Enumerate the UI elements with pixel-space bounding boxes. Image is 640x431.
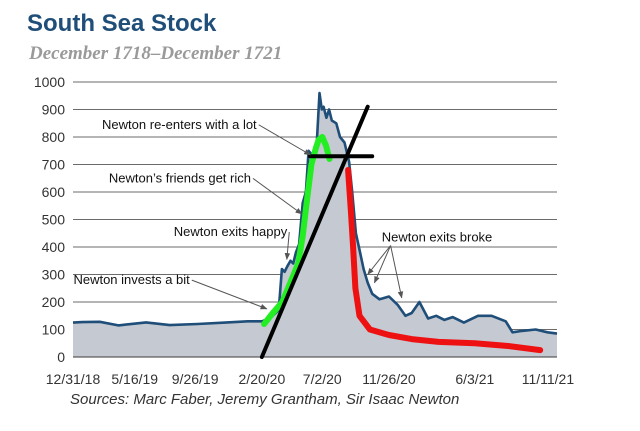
y-tick-label-1000: 1000 — [34, 74, 65, 90]
y-tick-label-900: 900 — [42, 102, 66, 118]
x-tick-label-0: 12/31/18 — [46, 371, 101, 387]
annotation-arrow-2-0 — [284, 231, 291, 261]
annotation-label-1: Newton’s friends get rich — [109, 170, 251, 185]
series-area — [73, 93, 557, 357]
chart-source: Sources: Marc Faber, Jeremy Grantham, Si… — [70, 391, 460, 408]
x-tick-label-4: 7/2/20 — [303, 371, 342, 387]
annotation-label-3: Newton invests a bit — [73, 272, 190, 287]
red-marker-stroke — [345, 167, 544, 354]
y-tick-label-300: 300 — [42, 267, 66, 283]
y-tick-label-600: 600 — [42, 184, 66, 200]
x-tick-label-1: 5/16/19 — [111, 371, 158, 387]
annotation-arrow-0-0 — [258, 124, 312, 156]
x-tick-label-3: 2/20/20 — [239, 371, 286, 387]
annotation-arrow-4-2 — [390, 245, 404, 299]
chart-subtitle: December 1718–December 1721 — [29, 43, 283, 64]
annotation-label-2: Newton exits happy — [174, 224, 288, 239]
annotation-label-4: Newton exits broke — [382, 230, 493, 245]
y-tick-label-400: 400 — [42, 239, 66, 255]
green-marker-stroke — [261, 134, 333, 327]
y-tick-label-800: 800 — [42, 129, 66, 145]
black-diagonal-stroke — [259, 104, 370, 359]
chart-title: South Sea Stock — [27, 10, 217, 37]
annotation-arrow-3-0 — [191, 279, 268, 310]
y-tick-label-500: 500 — [42, 212, 66, 228]
x-tick-label-5: 11/26/20 — [362, 371, 416, 387]
x-tick-label-7: 11/11/21 — [522, 371, 575, 387]
y-tick-label-100: 100 — [42, 322, 66, 338]
annotation-arrow-4-0 — [367, 245, 391, 276]
y-tick-label-700: 700 — [42, 157, 66, 173]
annotation-arrow-1-0 — [252, 177, 303, 215]
y-tick-label-200: 200 — [42, 294, 66, 310]
x-tick-label-6: 6/3/21 — [455, 371, 494, 387]
annotation-label-0: Newton re-enters with a lot — [102, 117, 257, 132]
annotation-arrow-4-1 — [374, 245, 392, 284]
x-tick-label-2: 9/26/19 — [172, 371, 219, 387]
y-tick-label-0: 0 — [57, 349, 65, 365]
